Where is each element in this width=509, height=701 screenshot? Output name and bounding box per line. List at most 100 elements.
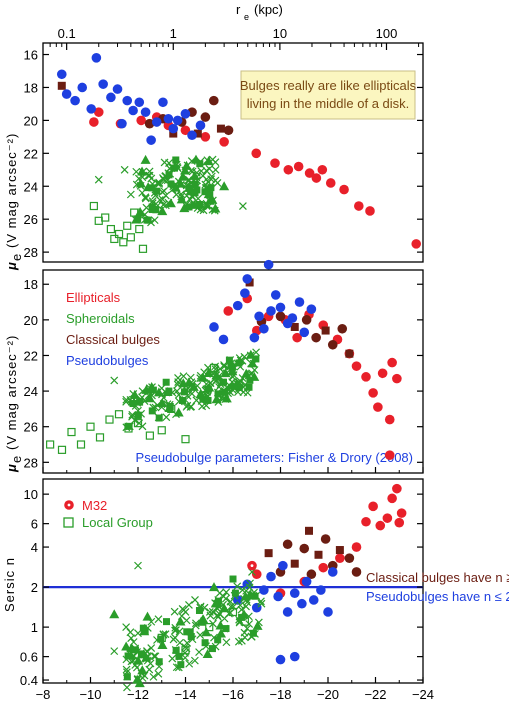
spheroidals-point — [132, 167, 141, 176]
bottom-tick-0: −8 — [36, 687, 51, 701]
pseudobulges-point — [209, 322, 219, 332]
spheroidals-point — [198, 402, 207, 411]
ellipticals-point — [283, 164, 294, 175]
spheroidals-point — [220, 614, 229, 623]
spheroidals-point — [183, 161, 192, 170]
spheroidals-point — [172, 156, 180, 164]
pseudobulges-point — [122, 95, 133, 106]
spheroidals-point — [157, 206, 168, 216]
y-tick-label: 28 — [24, 455, 38, 470]
spheroidals-point — [173, 387, 181, 396]
spheroidals-point — [147, 617, 156, 626]
spheroidals-point — [138, 168, 147, 176]
spheroidals-point — [152, 206, 160, 214]
pseudobulges-point — [180, 109, 191, 119]
spheroidals-point — [204, 385, 212, 393]
spheroidals-point — [163, 618, 170, 626]
spheroidals-point — [179, 372, 188, 381]
ellipticals-point — [219, 136, 229, 147]
local-group-point — [145, 431, 154, 440]
spheroidals-point — [157, 397, 168, 407]
local-group-point — [138, 244, 148, 253]
ellipticals-point — [293, 161, 304, 172]
spheroidals-point — [148, 203, 156, 211]
spheroidals-point — [150, 216, 159, 225]
pseudobulges-point — [195, 120, 206, 131]
pseudobulges-point — [232, 300, 243, 311]
spheroidals-point — [160, 187, 168, 195]
classical-bulges-point — [200, 112, 211, 122]
spheroidals-point — [165, 171, 173, 179]
ellipticals-point — [361, 516, 371, 527]
spheroidals-point — [141, 193, 150, 202]
spheroidals-point — [182, 402, 191, 411]
spheroidals-point — [150, 652, 159, 661]
spheroidals-point — [148, 180, 157, 188]
pseudobulges-point — [218, 334, 229, 345]
spheroidals-point — [181, 653, 190, 662]
middle-y-label: μ e (V mag arcsec⁻²) — [4, 335, 24, 473]
classical-bulges-point — [216, 124, 225, 133]
callout-box — [240, 70, 416, 120]
spheroidals-point — [121, 641, 132, 651]
spheroidals-point — [137, 650, 145, 658]
spheroidals-point — [202, 380, 211, 389]
pseudobulges-point — [91, 53, 102, 63]
spheroidals-point — [203, 189, 214, 199]
y-tick-label: 6 — [31, 517, 38, 532]
bottom-tick-3: −14 — [174, 687, 196, 701]
spheroidals-point — [196, 631, 205, 639]
spheroidals-point — [159, 393, 168, 402]
spheroidals-point — [154, 669, 163, 678]
spheroidals-point — [249, 359, 258, 368]
spheroidals-point — [168, 654, 177, 663]
local-group-point — [123, 221, 132, 230]
local-group-point — [114, 229, 124, 239]
spheroidals-point — [169, 635, 178, 644]
spheroidals-point — [134, 411, 142, 419]
spheroidals-point — [214, 390, 222, 398]
bottom-tick-7: −22 — [364, 687, 386, 701]
local-group-point — [86, 422, 95, 431]
spheroidals-point — [134, 561, 142, 570]
classical-bulges-point — [57, 81, 66, 90]
ellipticals-point — [339, 184, 349, 195]
pseudobulges-point — [106, 92, 116, 103]
ellipticals-point — [180, 125, 191, 136]
spheroidals-point — [228, 373, 237, 381]
pseudobulges-point — [289, 651, 300, 662]
ellipticals-point — [361, 372, 371, 382]
ellipticals-point — [396, 508, 407, 518]
local-group-point — [67, 427, 76, 437]
pseudobulges-point — [323, 607, 333, 617]
y-tick-label: 22 — [24, 348, 38, 363]
spheroidals-point — [160, 158, 169, 167]
spheroidals-point — [196, 374, 205, 383]
spheroidals-point — [202, 649, 213, 659]
ellipticals-point — [304, 168, 315, 178]
y-tick-label: 4 — [31, 540, 38, 555]
spheroidals-point — [219, 181, 230, 191]
spheroidals-point — [135, 206, 146, 216]
top-axis-label-sub: e — [244, 12, 249, 22]
ellipticals-point — [354, 201, 364, 211]
ellipticals-point — [270, 158, 280, 169]
spheroidals-point — [211, 158, 220, 167]
spheroidals-point — [252, 348, 260, 357]
spheroidals-point — [157, 384, 166, 393]
spheroidals-point — [220, 368, 231, 378]
spheroidals-point — [149, 403, 158, 412]
spheroidals-point — [177, 190, 186, 198]
svg-text:(V mag arcsec⁻²): (V mag arcsec⁻²) — [4, 335, 19, 450]
spheroidals-point — [211, 362, 220, 371]
spheroidals-point — [209, 582, 219, 592]
spheroidals-point — [140, 154, 151, 164]
pseudobulges-point — [77, 82, 88, 93]
ellipticals-point — [325, 178, 336, 188]
pseudobulges-point — [306, 304, 317, 314]
spheroidals-point — [205, 164, 214, 173]
spheroidals-point — [123, 673, 131, 681]
classical-bulges-point — [264, 549, 273, 558]
spheroidals-point — [128, 410, 137, 419]
